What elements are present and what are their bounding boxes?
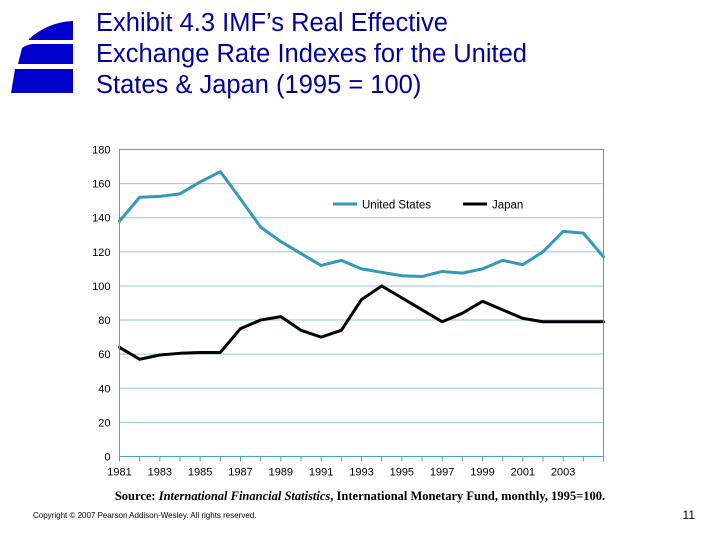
source-publication-title: International Financial Statistics: [158, 489, 331, 503]
y-axis-label: 140: [92, 213, 110, 225]
x-axis-label: 1983: [148, 467, 172, 479]
y-axis-label: 100: [92, 281, 110, 293]
y-axis-label: 40: [98, 383, 110, 395]
chart-legend: United States Japan: [333, 200, 523, 212]
page-title: Exhibit 4.3 IMF’s Real Effective Exchang…: [96, 9, 527, 99]
source-citation: Source: International Financial Statisti…: [0, 489, 720, 504]
copyright-notice: Copyright © 2007 Pearson Addison-Wesley.…: [33, 511, 257, 520]
series-line-japan: [118, 284, 605, 361]
y-axis-label: 60: [98, 349, 110, 361]
source-prefix: Source:: [114, 489, 159, 503]
chart-series-lines: [118, 170, 605, 361]
x-axis-label: 2001: [511, 467, 535, 479]
x-axis-label: 1985: [188, 467, 212, 479]
x-axis-label: 1989: [269, 467, 293, 479]
y-axis-label: 20: [98, 417, 110, 429]
plot-area-border: [119, 149, 604, 457]
x-axis-label: 1997: [430, 467, 454, 479]
x-axis-tick-labels: 1981 1983 1985 1987 1989 1991 1993 1995 1997 1999…: [107, 467, 575, 479]
series-line-united-states: [118, 170, 605, 279]
slide-number: 11: [682, 508, 695, 522]
x-axis-label: 1993: [349, 467, 373, 479]
x-axis-label: 1987: [228, 467, 252, 479]
x-axis-label: 1995: [390, 467, 414, 479]
y-axis-label: 120: [92, 247, 110, 259]
y-axis-tick-labels: 0 20 40 60 80 100 120 140 160 180: [92, 145, 110, 464]
x-axis-label: 1981: [107, 467, 131, 479]
x-axis-ticks: [119, 456, 604, 462]
x-axis-label: 1991: [309, 467, 333, 479]
legend-label: Japan: [492, 200, 523, 212]
y-axis-label: 80: [98, 315, 110, 327]
y-axis-label: 160: [92, 179, 110, 191]
slide-header: Exhibit 4.3 IMF’s Real Effective Exchang…: [0, 0, 720, 128]
chart-gridlines: [119, 183, 604, 423]
legend-label: United States: [362, 200, 431, 212]
source-suffix: , International Monetary Fund, monthly, …: [330, 489, 606, 503]
x-axis-label: 1999: [470, 467, 494, 479]
y-axis-label: 180: [92, 145, 110, 157]
pearson-addison-wesley-logo: [11, 21, 73, 93]
x-axis-label: 2003: [551, 467, 575, 479]
y-axis-label: 0: [104, 452, 110, 464]
exchange-rate-chart: 0 20 40 60 80 100 120 140 160 180 1981 1983 1985 198…: [0, 130, 720, 480]
